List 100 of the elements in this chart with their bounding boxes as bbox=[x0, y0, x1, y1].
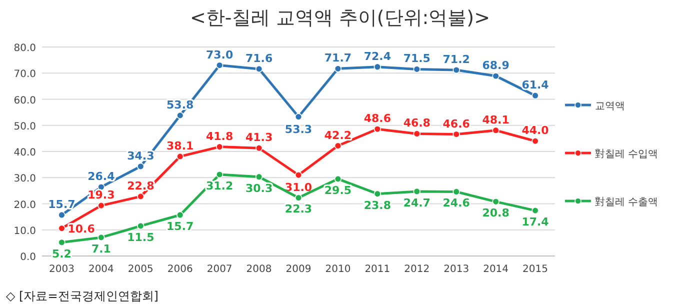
point bbox=[492, 198, 500, 206]
data-label: 17.4 bbox=[522, 216, 550, 229]
data-label: 61.4 bbox=[522, 78, 550, 92]
point bbox=[492, 72, 500, 80]
point bbox=[532, 206, 539, 214]
y-tick-label: 0.0 bbox=[20, 252, 36, 263]
x-tick-label: 2013 bbox=[444, 264, 470, 275]
data-label: 29.5 bbox=[324, 184, 352, 197]
y-tick-label: 80.0 bbox=[14, 43, 36, 54]
x-tick-label: 2004 bbox=[88, 264, 114, 275]
data-label: 7.1 bbox=[91, 242, 111, 256]
point bbox=[374, 125, 382, 133]
point bbox=[294, 171, 302, 179]
x-tick-label: 2006 bbox=[167, 264, 193, 275]
data-label: 23.8 bbox=[364, 198, 391, 212]
x-tick-label: 2008 bbox=[246, 264, 272, 275]
data-label: 20.8 bbox=[482, 206, 510, 220]
data-label: 73.0 bbox=[206, 48, 234, 62]
data-label: 15.7 bbox=[48, 198, 76, 211]
y-tick-label: 50.0 bbox=[14, 121, 36, 132]
x-tick-label: 2005 bbox=[128, 264, 154, 275]
point bbox=[255, 173, 263, 180]
data-label: 11.5 bbox=[127, 230, 154, 244]
point bbox=[374, 190, 382, 198]
point bbox=[58, 224, 66, 232]
data-label: 31.0 bbox=[284, 181, 312, 194]
point bbox=[532, 92, 539, 100]
x-tick-label: 2015 bbox=[522, 264, 548, 275]
data-label: 46.8 bbox=[403, 116, 430, 130]
chart-title: <한-칠레 교역액 추이(단위:억불)> bbox=[190, 7, 490, 29]
point bbox=[452, 130, 460, 138]
point bbox=[58, 211, 66, 219]
x-tick-label: 2003 bbox=[49, 264, 74, 275]
y-tick-label: 10.0 bbox=[14, 226, 36, 237]
legend-label: 對칠레 수입액 bbox=[595, 148, 658, 160]
point bbox=[216, 62, 224, 69]
point bbox=[255, 65, 263, 73]
point bbox=[294, 194, 302, 202]
point bbox=[334, 142, 342, 150]
point bbox=[176, 152, 184, 160]
data-label: 46.6 bbox=[442, 117, 470, 130]
point bbox=[452, 188, 460, 196]
data-label: 38.1 bbox=[166, 139, 194, 152]
data-label: 41.8 bbox=[206, 130, 234, 143]
legend-label: 교역액 bbox=[595, 101, 625, 112]
data-label: 44.0 bbox=[522, 124, 550, 138]
point bbox=[413, 130, 420, 138]
data-label: 41.3 bbox=[245, 131, 273, 144]
x-tick-label: 2007 bbox=[206, 264, 232, 275]
data-label: 30.3 bbox=[245, 182, 273, 195]
data-label: 19.3 bbox=[88, 188, 115, 202]
data-label: 48.1 bbox=[482, 113, 510, 126]
x-tick-label: 2012 bbox=[404, 264, 430, 275]
data-label: 68.9 bbox=[482, 59, 510, 72]
y-tick-label: 70.0 bbox=[14, 69, 36, 80]
data-label: 24.7 bbox=[403, 196, 430, 210]
point bbox=[413, 66, 420, 73]
point bbox=[255, 144, 263, 152]
x-tick-label: 2009 bbox=[286, 264, 312, 275]
x-tick-label: 2014 bbox=[483, 264, 509, 275]
data-label: 15.7 bbox=[166, 220, 194, 233]
point bbox=[176, 211, 184, 219]
data-label: 22.3 bbox=[284, 202, 312, 216]
point bbox=[176, 112, 184, 120]
data-label: 26.4 bbox=[88, 170, 116, 184]
point bbox=[452, 66, 460, 74]
data-label: 24.6 bbox=[442, 196, 470, 210]
y-tick-label: 20.0 bbox=[14, 200, 36, 211]
point bbox=[216, 170, 224, 178]
y-tick-label: 60.0 bbox=[14, 95, 36, 106]
data-label: 71.7 bbox=[324, 52, 352, 65]
data-label: 53.3 bbox=[284, 122, 312, 136]
data-label: 71.6 bbox=[245, 52, 273, 65]
point bbox=[98, 234, 105, 242]
point bbox=[492, 126, 500, 134]
point bbox=[374, 63, 382, 70]
point bbox=[532, 137, 539, 145]
point bbox=[216, 143, 224, 150]
data-label: 10.6 bbox=[68, 222, 96, 236]
data-label: 71.2 bbox=[442, 52, 470, 66]
y-tick-label: 40.0 bbox=[14, 148, 36, 158]
point bbox=[137, 162, 144, 170]
data-label: 5.2 bbox=[52, 247, 72, 260]
point bbox=[334, 175, 342, 183]
point bbox=[137, 192, 144, 200]
point bbox=[294, 113, 302, 120]
x-tick-label: 2010 bbox=[325, 264, 351, 275]
point bbox=[98, 202, 105, 210]
y-tick-label: 30.0 bbox=[14, 174, 36, 185]
legend-label: 對칠레 수출액 bbox=[595, 196, 658, 208]
data-label: 42.2 bbox=[324, 128, 352, 142]
point bbox=[413, 188, 420, 196]
point bbox=[58, 238, 66, 246]
data-label: 48.6 bbox=[364, 112, 392, 126]
x-tick-label: 2011 bbox=[364, 264, 390, 275]
point bbox=[137, 222, 144, 230]
data-label: 71.5 bbox=[403, 52, 430, 66]
data-label: 72.4 bbox=[364, 50, 392, 63]
point bbox=[334, 65, 342, 72]
text: ◇ [자료=전국경제인연합회] bbox=[6, 289, 158, 303]
